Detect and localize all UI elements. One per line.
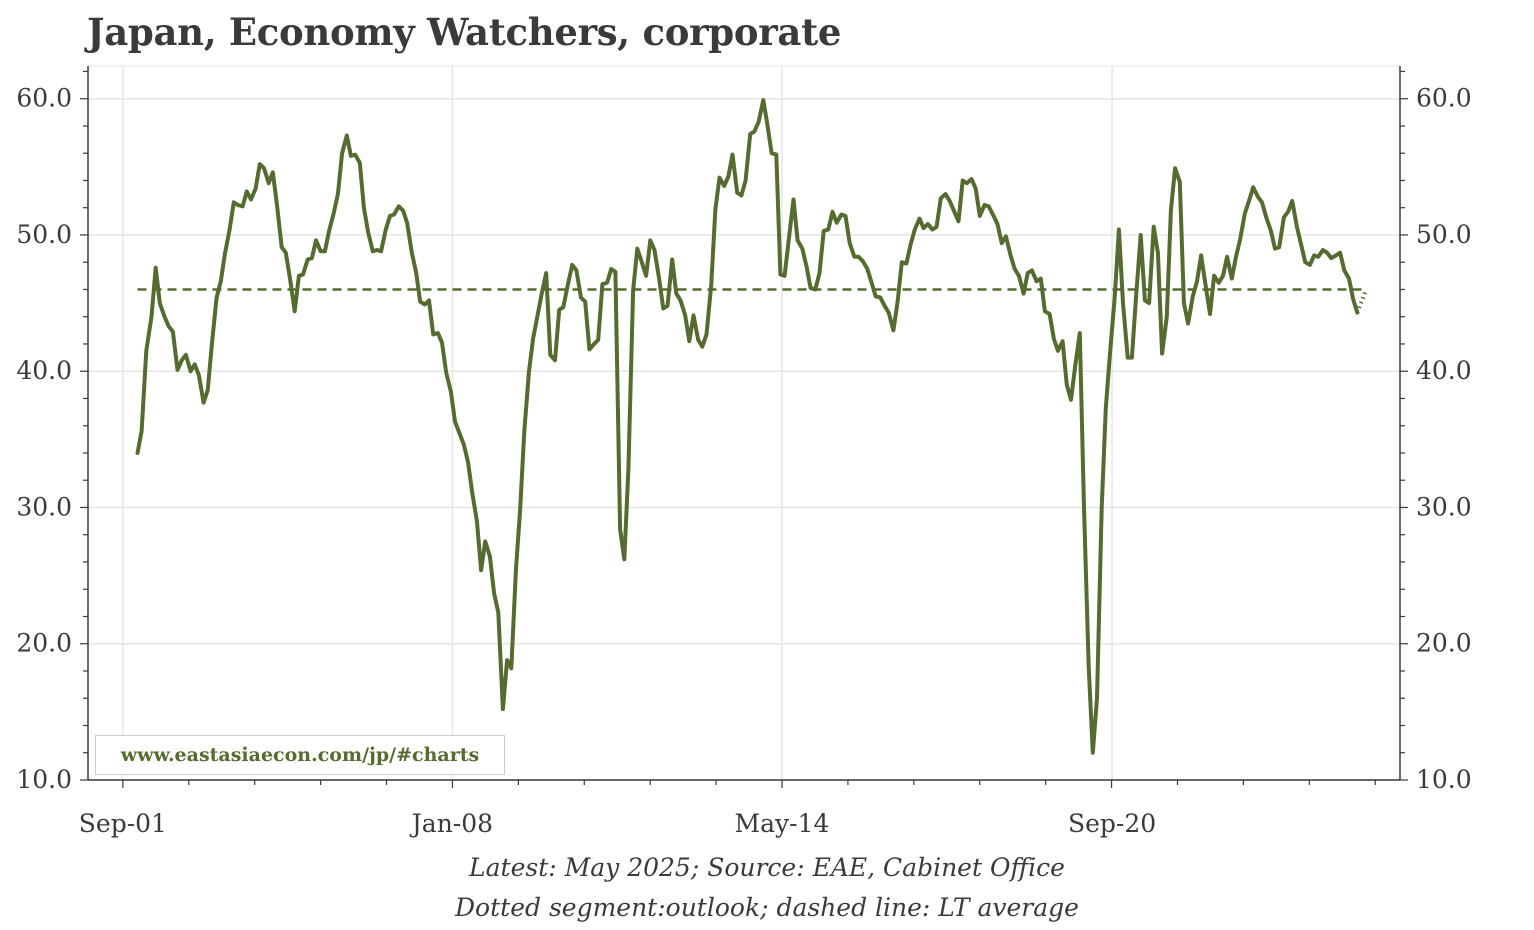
y-tick-label-left: 50.0 bbox=[16, 220, 72, 249]
series-layer bbox=[135, 98, 1369, 755]
y-tick-label-right: 40.0 bbox=[1416, 356, 1472, 385]
footnote-source: Latest: May 2025; Source: EAE, Cabinet O… bbox=[469, 853, 1065, 882]
y-tick-label-right: 60.0 bbox=[1416, 84, 1472, 113]
series-line-outlook bbox=[1355, 288, 1369, 314]
y-tick-label-left: 10.0 bbox=[16, 765, 72, 794]
y-tick-label-left: 40.0 bbox=[16, 356, 72, 385]
y-tick-label-left: 30.0 bbox=[16, 492, 72, 521]
plot-frame bbox=[87, 65, 1401, 781]
x-tick-label: May-14 bbox=[735, 809, 830, 838]
footnote-legend: Dotted segment:outlook; dashed line: LT … bbox=[455, 893, 1079, 922]
x-tick-label: Jan-08 bbox=[409, 809, 493, 838]
x-tick-label: Sep-01 bbox=[79, 809, 167, 838]
y-tick-label-left: 20.0 bbox=[16, 629, 72, 658]
watermark-badge[interactable]: www.eastasiaecon.com/jp/#charts bbox=[95, 735, 505, 775]
grid-lines bbox=[88, 66, 1400, 781]
y-tick-label-right: 10.0 bbox=[1416, 765, 1472, 794]
y-tick-label-right: 50.0 bbox=[1416, 220, 1472, 249]
series-line-actual bbox=[135, 98, 1360, 755]
tick-labels: 10.0 10.0 20.0 20.0 30.0 30.0 40.0 40.0 50.0 50.0… bbox=[16, 84, 1471, 838]
y-tick-label-left: 60.0 bbox=[16, 84, 72, 113]
y-tick-label-right: 20.0 bbox=[1416, 629, 1472, 658]
axes bbox=[80, 66, 1408, 788]
chart-title: Japan, Economy Watchers, corporate bbox=[87, 10, 842, 54]
y-tick-label-right: 30.0 bbox=[1416, 492, 1472, 521]
x-tick-label: Sep-20 bbox=[1068, 809, 1156, 838]
